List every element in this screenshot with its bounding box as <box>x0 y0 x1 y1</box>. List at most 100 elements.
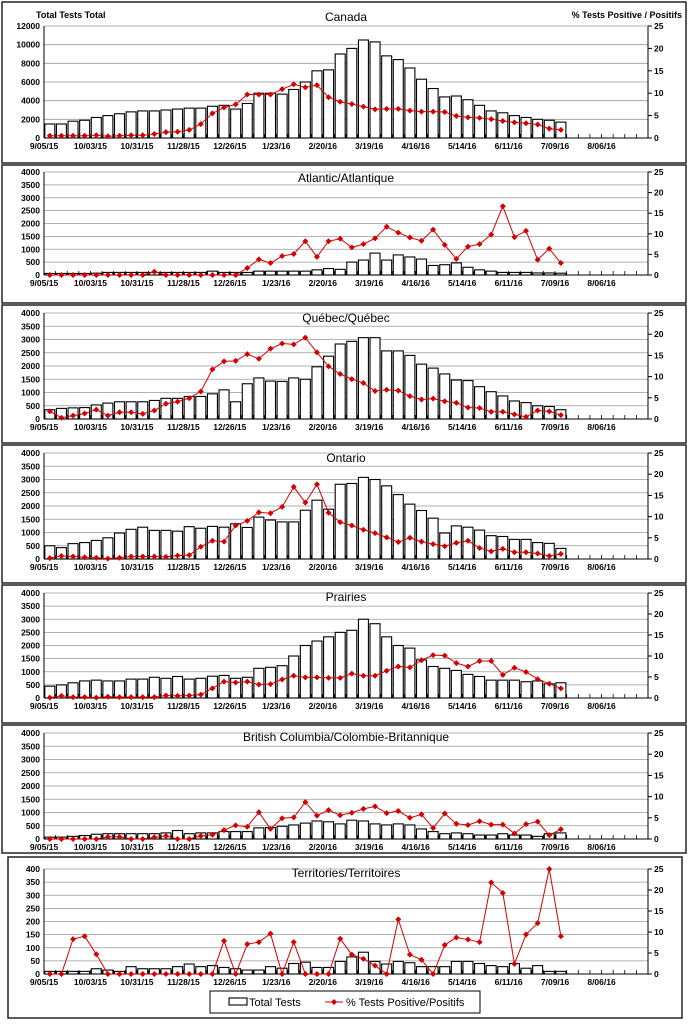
panel-frame <box>1 584 687 724</box>
tests-bar <box>381 259 393 276</box>
tests-bar <box>253 516 265 560</box>
pct-positive-point <box>511 664 518 671</box>
y-tick-label-left: 3000 <box>21 614 40 624</box>
tests-bar <box>427 517 439 560</box>
x-tick-label: 8/06/16 <box>587 842 616 852</box>
x-tick-label: 7/09/16 <box>541 842 570 852</box>
pct-positive-point <box>430 108 437 115</box>
pct-positive-point <box>534 920 541 927</box>
pct-positive-point <box>511 234 518 241</box>
pct-positive-point <box>232 822 239 829</box>
y-tick-label-right: 5 <box>654 533 659 543</box>
pct-positive-point <box>534 550 541 557</box>
y-tick-label-right: 25 <box>654 864 664 874</box>
pct-positive-point <box>128 971 135 977</box>
pct-positive-point <box>279 253 286 260</box>
pct-positive-point <box>372 388 379 395</box>
pct-positive-point <box>453 934 460 941</box>
tests-bar <box>450 832 462 840</box>
y-tick-label-right: 0 <box>654 554 659 564</box>
tests-bar <box>206 105 218 139</box>
tests-bar <box>230 677 242 699</box>
legend: Total Tests % Tests Positive/Positifs <box>209 990 481 1014</box>
panel-frame <box>1 164 687 304</box>
pct-positive-point <box>337 935 344 942</box>
panel-qu-bec: 0 500 1000 1500 2000 2500 3000 3500 4000 0 5 10 15 20… <box>1 304 687 444</box>
x-tick-label: 11/28/15 <box>167 701 200 711</box>
legend-bar-swatch <box>228 997 248 1006</box>
pct-positive-point <box>418 237 425 244</box>
pct-positive-point <box>116 409 123 416</box>
pct-positive-point <box>244 264 251 271</box>
x-tick-label: 5/14/16 <box>448 278 477 288</box>
tests-bar <box>520 681 532 699</box>
x-tick-label: 1/23/16 <box>262 977 291 987</box>
pct-positive-point <box>523 668 530 675</box>
pct-positive-point <box>372 962 379 969</box>
y-tick-label-right: 20 <box>654 43 664 53</box>
pct-positive-point <box>337 519 344 526</box>
tests-bar <box>334 343 346 420</box>
pct-positive-point <box>557 685 564 692</box>
tests-bar <box>508 115 520 139</box>
tests-bar <box>241 383 253 420</box>
y-tick-label-left: 500 <box>26 257 40 267</box>
tests-bar <box>241 271 253 276</box>
tests-bar <box>497 966 509 975</box>
pct-positive-point <box>46 555 53 562</box>
tests-bar <box>392 254 404 276</box>
panel-title: Prairies <box>326 590 367 604</box>
x-tick-label: 10/03/15 <box>74 842 107 852</box>
x-tick-label: 12/26/15 <box>213 562 246 572</box>
tests-bar <box>357 39 369 139</box>
pct-positive-point <box>174 552 181 559</box>
tests-bar <box>462 960 474 975</box>
x-tick-label: 5/14/16 <box>448 562 477 572</box>
y-tick-label-right: 0 <box>654 270 659 280</box>
tests-bar <box>415 363 428 420</box>
y-tick-label-left: 3000 <box>21 193 40 203</box>
x-tick-label: 8/06/16 <box>587 141 616 151</box>
pct-positive-point <box>151 130 158 137</box>
pct-positive-point <box>209 685 216 692</box>
pct-positive-point <box>221 272 228 278</box>
x-tick-label: 9/05/15 <box>30 842 59 852</box>
pct-positive-point <box>476 114 483 121</box>
x-tick-label: 8/06/16 <box>587 278 616 288</box>
panel-british-columbia: 0 500 1000 1500 2000 2500 3000 3500 4000 0 5 10 15 20… <box>1 724 687 854</box>
pct-positive-point <box>104 272 111 278</box>
pct-positive-point <box>453 539 460 546</box>
pct-positive-point <box>499 671 506 678</box>
x-tick-label: 10/31/15 <box>120 977 153 987</box>
tests-bar <box>276 270 288 276</box>
pct-positive-point <box>534 256 541 263</box>
y-tick-label-left: 250 <box>26 903 40 913</box>
pct-positive-point <box>162 692 169 699</box>
pct-positive-point <box>116 554 123 561</box>
tests-bar <box>276 521 288 560</box>
y-tick-label-right: 10 <box>654 229 664 239</box>
pct-positive-point <box>186 971 193 977</box>
pct-positive-point <box>128 553 135 560</box>
y-tick-label-left: 4000 <box>21 167 40 177</box>
tests-bar <box>299 378 311 420</box>
y-tick-label-left: 2500 <box>21 348 40 358</box>
pct-positive-point <box>221 827 228 834</box>
pct-positive-point <box>476 241 483 248</box>
pct-positive-point <box>488 821 495 828</box>
pct-positive-point <box>186 692 193 699</box>
y-tick-label-right: 20 <box>654 609 664 619</box>
tests-bar <box>276 380 288 420</box>
tests-bar <box>218 966 230 975</box>
pct-positive-point <box>325 674 332 681</box>
x-tick-label: 7/09/16 <box>541 977 570 987</box>
tests-bar <box>520 834 532 840</box>
tests-bar <box>311 70 323 139</box>
tests-bar <box>195 677 207 699</box>
pct-positive-point <box>418 657 425 664</box>
pct-positive-point <box>302 674 309 681</box>
pct-positive-point <box>511 549 518 556</box>
pct-positive-point <box>383 105 390 112</box>
pct-positive-point <box>360 955 367 962</box>
x-tick-label: 12/26/15 <box>213 701 246 711</box>
